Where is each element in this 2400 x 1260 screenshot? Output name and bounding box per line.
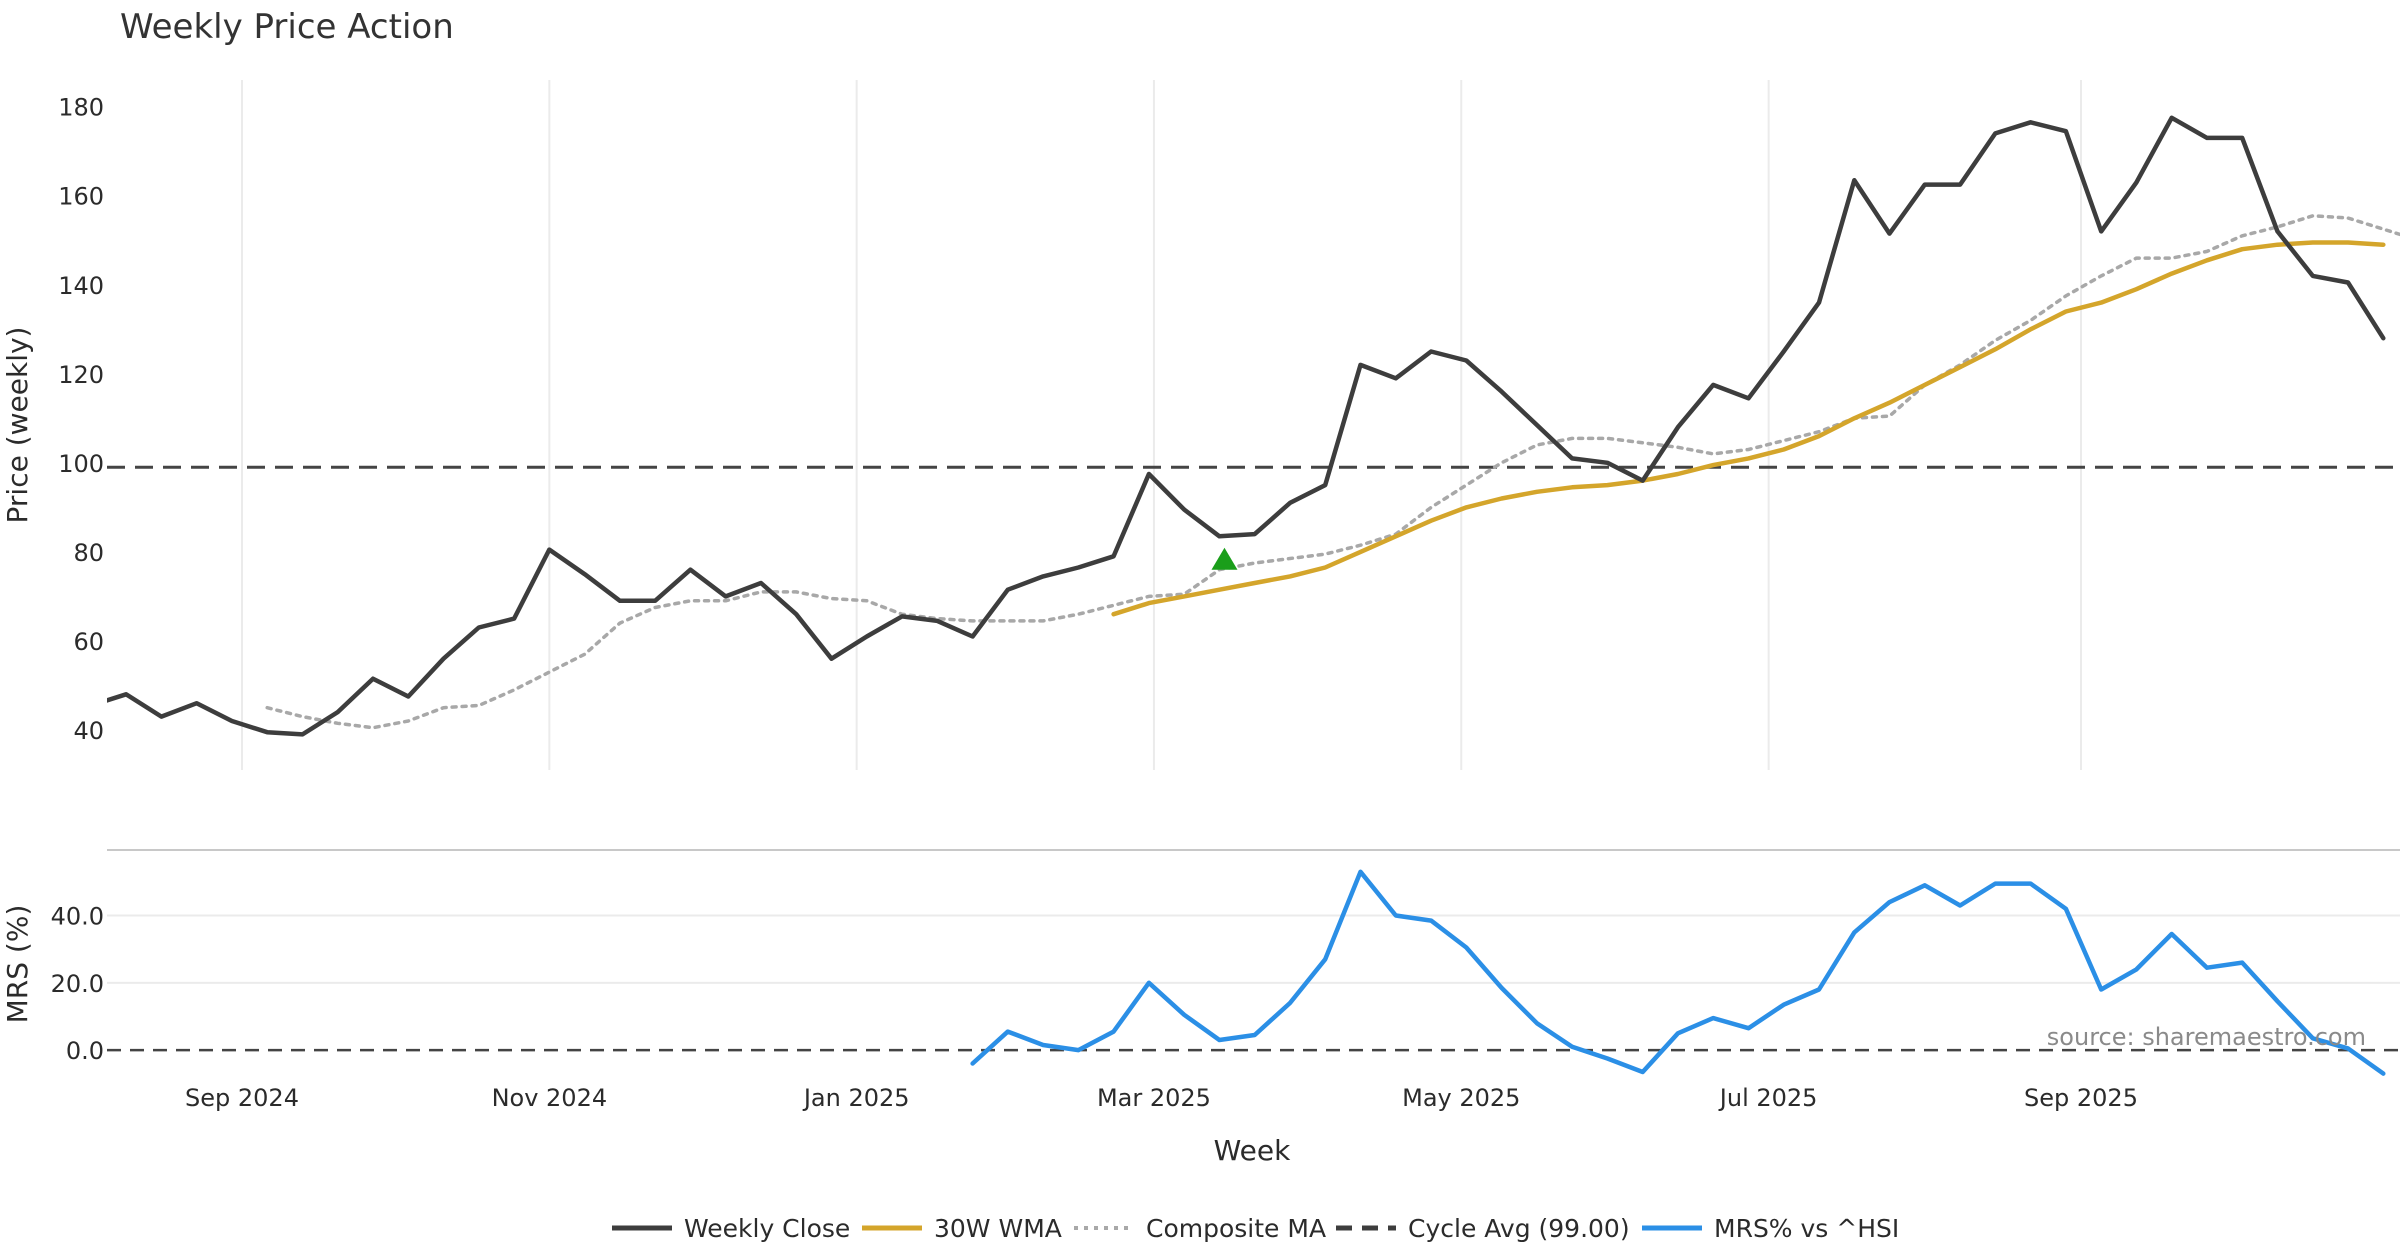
- legend-label: 30W WMA: [934, 1214, 1062, 1243]
- price-y-tick-label: 80: [73, 539, 104, 567]
- x-axis-ticks: Sep 2024 Nov 2024 Jan 2025 Mar 2025 May 2025…: [185, 1084, 2138, 1112]
- x-tick-label: Jul 2025: [1718, 1084, 1818, 1112]
- series-line-weekly-close: [107, 115, 2386, 737]
- mrs-y-tick-label: 0.0: [66, 1037, 104, 1065]
- price-y-ticks: 40 60 80 100 120 140 160 180: [58, 94, 104, 745]
- x-axis-label: Week: [1214, 1134, 1291, 1167]
- chart-title: Weekly Price Action: [120, 7, 454, 47]
- x-tick-label: Mar 2025: [1097, 1084, 1211, 1112]
- mrs-series: [970, 869, 2386, 1076]
- legend-label: MRS% vs ^HSI: [1714, 1214, 1899, 1243]
- x-tick-label: Sep 2024: [185, 1084, 299, 1112]
- x-tick-label: Jan 2025: [802, 1084, 910, 1112]
- mrs-y-axis-label: MRS (%): [1, 905, 34, 1024]
- series-line-mrs-vs-hsi: [970, 869, 2386, 1076]
- series-line-composite-ma: [265, 214, 2400, 730]
- series-line-30w-wma: [1111, 240, 2386, 617]
- legend: Weekly Close 30W WMA Composite MA Cycle Avg…: [612, 1214, 1899, 1243]
- price-y-tick-label: 140: [58, 272, 104, 300]
- price-y-tick-label: 100: [58, 450, 104, 478]
- mrs-y-ticks: 0.0 20.0 40.0: [51, 903, 104, 1066]
- triangle-up-marker: [1211, 547, 1238, 570]
- x-tick-label: Nov 2024: [492, 1084, 608, 1112]
- price-y-tick-label: 160: [58, 183, 104, 211]
- legend-label: Composite MA: [1146, 1214, 1326, 1243]
- source-annotation: source: sharemaestro.com: [2047, 1023, 2366, 1051]
- price-y-tick-label: 120: [58, 361, 104, 389]
- buy-signal-marker: [1211, 547, 1238, 570]
- x-tick-label: May 2025: [1402, 1084, 1520, 1112]
- legend-label: Weekly Close: [684, 1214, 850, 1243]
- price-y-tick-label: 180: [58, 94, 104, 122]
- legend-label: Cycle Avg (99.00): [1408, 1214, 1630, 1243]
- price-panel-grid: [241, 80, 2082, 770]
- mrs-y-tick-label: 20.0: [51, 970, 104, 998]
- price-y-tick-label: 60: [73, 628, 104, 656]
- price-series: [107, 115, 2400, 737]
- price-y-tick-label: 40: [73, 717, 104, 745]
- price-y-axis-label: Price (weekly): [1, 327, 34, 524]
- mrs-y-tick-label: 40.0: [51, 903, 104, 931]
- x-tick-label: Sep 2025: [2024, 1084, 2138, 1112]
- mrs-panel-grid: [107, 914, 2400, 984]
